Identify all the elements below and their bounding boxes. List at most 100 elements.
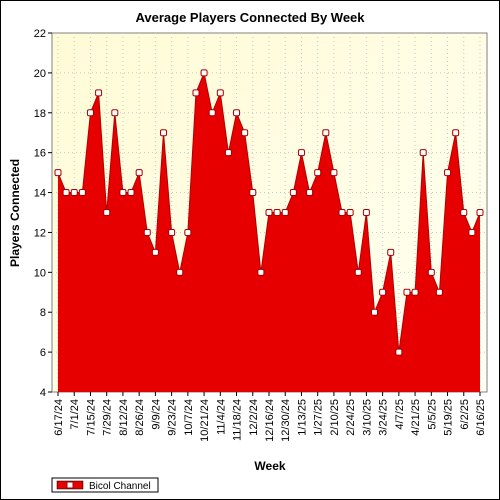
- data-point: [297, 149, 305, 157]
- data-point: [314, 169, 322, 177]
- data-point: [427, 268, 435, 276]
- data-point: [289, 189, 297, 197]
- data-point: [216, 89, 224, 97]
- x-tick-label: 12/30/24: [280, 399, 292, 442]
- data-point: [168, 228, 176, 236]
- data-point: [444, 169, 452, 177]
- data-point: [135, 169, 143, 177]
- data-point: [338, 209, 346, 216]
- data-point: [70, 189, 78, 197]
- data-point: [249, 189, 257, 197]
- y-tick-label: 12: [34, 227, 46, 239]
- data-point: [200, 69, 208, 77]
- x-axis-ticks: 6/17/24 7/1/24 7/15/24 7/29/24 8/12/24 8/26/2…: [53, 392, 487, 442]
- data-point: [208, 109, 216, 117]
- data-point: [362, 209, 370, 216]
- x-tick-label: 6/16/25: [475, 399, 487, 436]
- x-tick-label: 5/19/25: [443, 399, 455, 436]
- legend: Bicol Channel: [51, 477, 159, 493]
- y-axis-ticks: 4 6 8 10 12 14 16 18 20 22: [34, 28, 52, 399]
- data-point: [322, 129, 330, 137]
- data-point: [62, 189, 70, 197]
- y-tick-label: 20: [34, 68, 46, 80]
- y-tick-label: 8: [40, 307, 46, 319]
- x-tick-label: 3/24/25: [378, 399, 390, 436]
- x-axis-label: Week: [254, 459, 285, 473]
- data-point: [379, 288, 387, 296]
- y-axis-label: Players Connected: [8, 159, 22, 267]
- x-tick-label: 1/27/25: [313, 399, 325, 436]
- x-tick-label: 4/21/25: [410, 399, 422, 436]
- data-point: [184, 228, 192, 236]
- data-point: [143, 228, 151, 236]
- x-tick-label: 2/10/25: [329, 399, 341, 436]
- x-tick-label: 11/18/24: [232, 399, 244, 441]
- data-point: [306, 189, 314, 197]
- y-tick-label: 22: [34, 28, 46, 40]
- y-tick-label: 18: [34, 108, 46, 120]
- x-tick-label: 7/29/24: [102, 399, 114, 436]
- data-point: [103, 209, 111, 216]
- x-tick-label: 8/26/24: [134, 399, 146, 436]
- y-tick-label: 6: [40, 347, 46, 359]
- data-point: [265, 209, 273, 216]
- data-point: [151, 248, 159, 256]
- data-point: [273, 209, 281, 216]
- data-point: [176, 268, 184, 276]
- data-point: [476, 209, 484, 216]
- x-tick-label: 1/13/25: [296, 399, 308, 436]
- x-tick-label: 6/2/25: [459, 399, 471, 430]
- data-point: [233, 109, 241, 117]
- x-tick-label: 12/16/24: [264, 399, 276, 442]
- data-point: [54, 169, 62, 177]
- data-point: [460, 209, 468, 216]
- data-point: [346, 209, 354, 216]
- y-tick-label: 10: [34, 267, 46, 279]
- x-tick-label: 3/10/25: [361, 399, 373, 436]
- x-tick-label: 10/21/24: [199, 399, 211, 442]
- legend-label: Bicol Channel: [89, 481, 151, 492]
- data-point: [127, 189, 135, 197]
- data-point: [224, 149, 232, 157]
- y-tick-label: 4: [40, 387, 46, 399]
- x-tick-label: 4/7/25: [394, 399, 406, 430]
- chart-title: Average Players Connected By Week: [135, 10, 365, 25]
- data-point: [192, 89, 200, 97]
- data-point: [452, 129, 460, 137]
- data-point: [95, 89, 103, 97]
- data-point: [371, 308, 378, 316]
- x-tick-label: 5/5/25: [426, 399, 438, 430]
- data-point: [435, 288, 443, 296]
- data-point: [387, 248, 395, 256]
- x-tick-label: 9/23/24: [167, 399, 179, 436]
- x-tick-label: 8/12/24: [118, 399, 130, 436]
- series-markers: [54, 69, 484, 356]
- x-tick-label: 6/17/24: [53, 399, 65, 436]
- x-tick-label: 2/24/25: [345, 399, 357, 436]
- x-tick-label: 10/7/24: [183, 399, 195, 436]
- data-point: [111, 109, 119, 117]
- data-point: [354, 268, 362, 276]
- data-point: [395, 348, 403, 356]
- x-tick-label: 7/1/24: [69, 399, 81, 430]
- data-point: [419, 149, 427, 157]
- data-point: [160, 129, 167, 137]
- data-point: [78, 189, 86, 197]
- data-point: [257, 268, 265, 276]
- legend-marker: [66, 481, 74, 489]
- y-tick-label: 14: [34, 188, 46, 200]
- data-point: [241, 129, 249, 137]
- x-tick-label: 11/4/24: [215, 399, 227, 435]
- data-point: [281, 209, 289, 216]
- x-tick-label: 12/2/24: [248, 399, 260, 436]
- data-point: [119, 189, 127, 197]
- data-point: [403, 288, 411, 296]
- x-tick-label: 9/9/24: [150, 399, 162, 430]
- data-point: [468, 228, 476, 236]
- data-point: [86, 109, 94, 117]
- data-point: [411, 288, 419, 296]
- x-tick-label: 7/15/24: [85, 399, 97, 436]
- data-point: [330, 169, 338, 177]
- y-tick-label: 16: [34, 148, 46, 160]
